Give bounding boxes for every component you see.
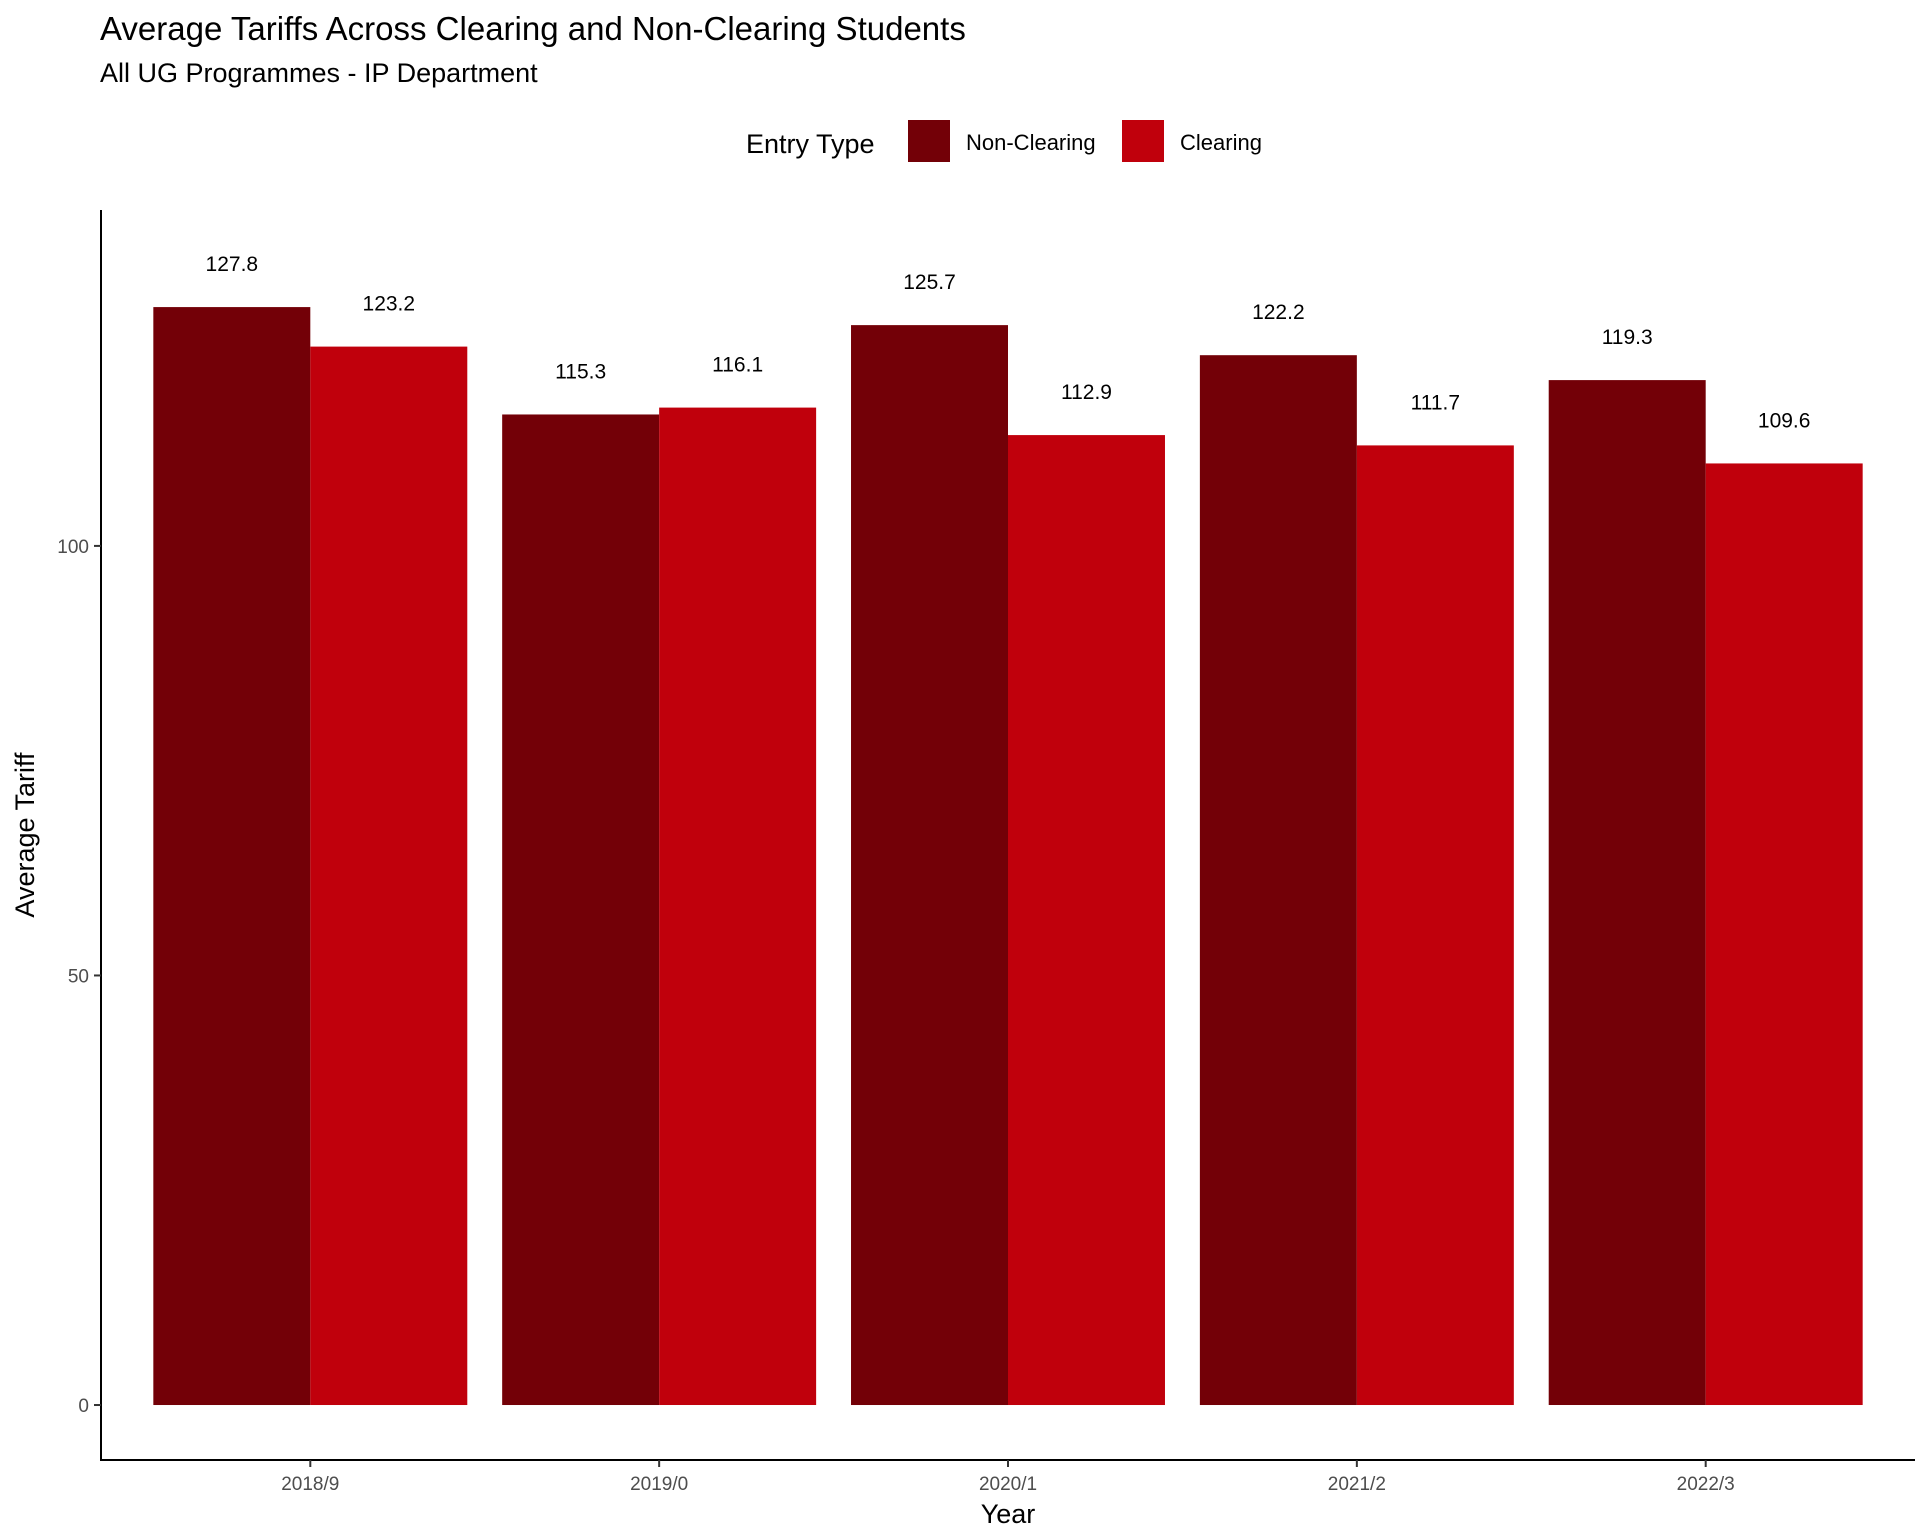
x-tick-label-0: 2018/9 (281, 1474, 339, 1495)
x-tick-label-1: 2019/0 (630, 1474, 688, 1495)
bar-non-clearing-5 (1548, 380, 1706, 1406)
chart-subtitle: All UG Programmes - IP Department (100, 58, 538, 88)
data-label-clearing-2: 116.1 (712, 354, 763, 377)
bar-clearing-2 (659, 407, 817, 1406)
data-label-clearing-4: 111.7 (1411, 391, 1460, 414)
data-label-clearing-3: 112.9 (1061, 381, 1112, 404)
chart-title: Average Tariffs Across Clearing and Non-… (100, 10, 966, 47)
y-tick-label-1: 50 (68, 966, 89, 987)
data-label-non-clearing-4: 122.2 (1252, 301, 1305, 324)
bars-layer (153, 307, 1863, 1406)
legend-title: Entry Type (746, 129, 875, 159)
data-label-non-clearing-3: 125.7 (903, 271, 956, 294)
legend: Entry Type Non-Clearing Clearing (746, 120, 1262, 162)
legend-swatch-clearing (1122, 120, 1164, 162)
data-label-non-clearing-1: 127.8 (206, 253, 259, 276)
legend-label-clearing: Clearing (1180, 130, 1262, 155)
x-tick-label-4: 2022/3 (1677, 1474, 1735, 1495)
legend-swatch-non-clearing (908, 120, 950, 162)
data-label-non-clearing-2: 115.3 (555, 360, 606, 383)
x-tick-label-2: 2020/1 (979, 1474, 1037, 1495)
bar-non-clearing-2 (502, 414, 660, 1406)
data-label-clearing-1: 123.2 (363, 293, 416, 316)
y-tick-label-0: 0 (78, 1396, 89, 1417)
x-axis-title: Year (981, 1499, 1036, 1529)
bar-clearing-5 (1705, 463, 1863, 1406)
bar-clearing-4 (1356, 445, 1514, 1406)
x-tick-label-3: 2021/2 (1328, 1474, 1386, 1495)
data-label-clearing-5: 109.6 (1758, 409, 1811, 432)
data-label-non-clearing-5: 119.3 (1602, 326, 1653, 349)
y-axis-title: Average Tariff (10, 752, 40, 918)
legend-label-non-clearing: Non-Clearing (966, 130, 1096, 155)
x-axis-ticks: 2018/9 2019/0 2020/1 2021/2 2022/3 (281, 1460, 1735, 1495)
bar-clearing-1 (310, 346, 468, 1406)
bar-clearing-3 (1008, 435, 1165, 1406)
bar-non-clearing-3 (851, 325, 1008, 1406)
data-labels-layer: 127.8 123.2 115.3 116.1 125.7 112.9 122.2 111.7… (206, 253, 1811, 432)
bar-non-clearing-1 (153, 307, 311, 1406)
y-axis-ticks: 0 50 100 (57, 537, 101, 1417)
bar-non-clearing-4 (1199, 355, 1357, 1406)
y-tick-label-2: 100 (57, 537, 89, 558)
